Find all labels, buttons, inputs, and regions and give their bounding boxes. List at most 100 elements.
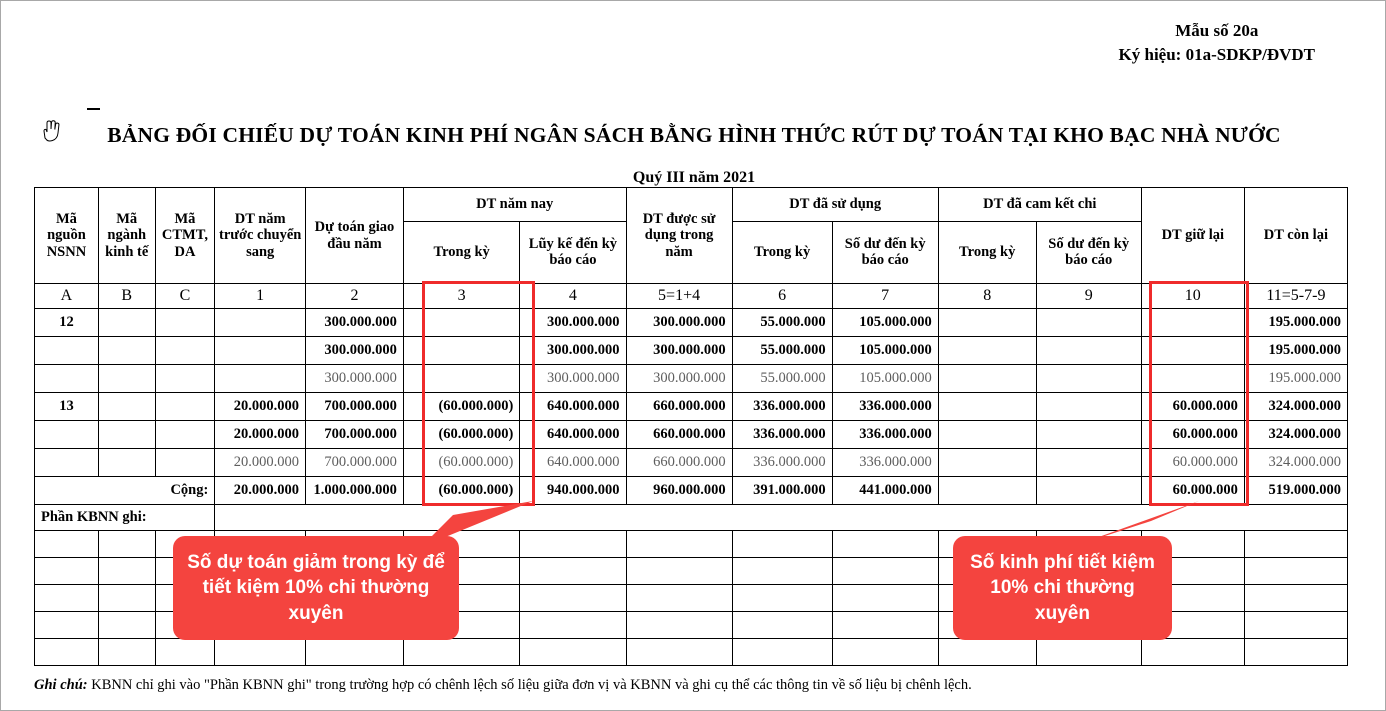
cell-ma-nguon-nsnn: 13 (34, 392, 99, 421)
kbnn-blank-cell[interactable] (731, 530, 833, 558)
table-cell (1035, 308, 1142, 337)
kbnn-blank-cell[interactable] (831, 611, 939, 639)
table-cell: 700.000.000 (305, 420, 404, 449)
total-cell (1035, 476, 1142, 505)
kbnn-blank-cell[interactable] (1243, 530, 1349, 558)
kbnn-blank-cell[interactable] (97, 638, 156, 666)
table-cell (97, 392, 156, 421)
form-code-block: Mẫu số 20a Ký hiệu: 01a-SDKP/ĐVDT (1119, 19, 1315, 67)
kbnn-blank-cell[interactable] (97, 530, 156, 558)
table-cell (97, 420, 156, 449)
kbnn-blank-cell[interactable] (731, 584, 833, 612)
total-cell: 519.000.000 (1243, 476, 1349, 505)
column-number-cell: A (34, 283, 99, 309)
document-subtitle: Quý III năm 2021 (632, 169, 756, 186)
kbnn-blank-cell[interactable] (34, 557, 99, 585)
table-cell: (60.000.000) (402, 420, 521, 449)
header-ma-nguon-nsnn: Mã nguồn NSNN (34, 187, 99, 284)
stray-dash-artifact (87, 108, 100, 110)
kbnn-blank-cell[interactable] (937, 638, 1037, 666)
table-cell: 300.000.000 (305, 336, 404, 365)
kbnn-blank-cell[interactable] (625, 638, 733, 666)
kbnn-blank-cell[interactable] (1243, 638, 1349, 666)
table-cell: 336.000.000 (731, 420, 833, 449)
kbnn-blank-cell[interactable] (625, 557, 733, 585)
form-symbol: Ký hiệu: 01a-SDKP/ĐVDT (1118, 45, 1315, 65)
kbnn-blank-cell[interactable] (1243, 584, 1349, 612)
kbnn-blank-cell[interactable] (519, 530, 627, 558)
table-cell: 640.000.000 (519, 420, 627, 449)
table-cell (937, 420, 1037, 449)
table-cell: 300.000.000 (625, 308, 733, 337)
table-cell (214, 308, 307, 337)
form-number: Mẫu số 20a (1175, 21, 1259, 40)
total-row-label: Cộng: (33, 476, 216, 505)
kbnn-blank-cell[interactable] (731, 611, 833, 639)
kbnn-blank-cell[interactable] (519, 611, 627, 639)
kbnn-blank-cell[interactable] (97, 584, 156, 612)
table-cell: 300.000.000 (519, 336, 627, 365)
callout-budget-reduction: Số dự toán giảm trong kỳ để tiết kiệm 10… (173, 536, 459, 640)
table-cell (154, 448, 216, 477)
table-cell: 660.000.000 (625, 420, 733, 449)
kbnn-blank-cell[interactable] (1140, 638, 1245, 666)
table-cell: 300.000.000 (625, 364, 733, 393)
cell-ma-nguon-nsnn (34, 364, 99, 393)
document-title: BẢNG ĐỐI CHIẾU DỰ TOÁN KINH PHÍ NGÂN SÁC… (107, 123, 1281, 147)
kbnn-blank-cell[interactable] (34, 584, 99, 612)
table-cell (154, 364, 216, 393)
kbnn-blank-cell[interactable] (34, 530, 99, 558)
kbnn-blank-row[interactable] (34, 638, 1349, 666)
kbnn-blank-cell[interactable] (97, 611, 156, 639)
footnote: Ghi chú: KBNN chỉ ghi vào "Phần KBNN ghi… (34, 677, 1354, 694)
column-number-cell: 6 (731, 283, 833, 309)
kbnn-blank-cell[interactable] (214, 638, 307, 666)
table-cell: 336.000.000 (731, 392, 833, 421)
kbnn-blank-cell[interactable] (731, 557, 833, 585)
total-cell: 960.000.000 (625, 476, 733, 505)
kbnn-blank-cell[interactable] (625, 584, 733, 612)
column-number-row: A B C 1 2 3 4 5=1+4 6 7 8 9 10 11=5-7-9 (34, 283, 1349, 309)
header-dt-nam-nay-trong-ky: Trong kỳ (402, 220, 521, 285)
table-cell (214, 364, 307, 393)
kbnn-blank-cell[interactable] (831, 584, 939, 612)
table-cell: 55.000.000 (731, 336, 833, 365)
column-number-cell: 1 (214, 283, 307, 309)
table-cell (97, 336, 156, 365)
table-cell: 300.000.000 (519, 364, 627, 393)
kbnn-blank-cell[interactable] (97, 557, 156, 585)
kbnn-blank-cell[interactable] (305, 638, 404, 666)
kbnn-blank-cell[interactable] (625, 611, 733, 639)
table-header-row-2: Trong kỳ Lũy kế đến kỳ báo cáo Trong kỳ … (35, 220, 1348, 285)
kbnn-blank-cell[interactable] (519, 584, 627, 612)
kbnn-blank-cell[interactable] (831, 638, 939, 666)
cell-ma-nguon-nsnn (34, 336, 99, 365)
table-cell: 20.000.000 (214, 420, 307, 449)
table-cell: 105.000.000 (831, 336, 939, 365)
kbnn-blank-cell[interactable] (625, 530, 733, 558)
total-row: Cộng: 20.000.000 1.000.000.000 (60.000.000)… (33, 476, 1349, 505)
kbnn-blank-cell[interactable] (34, 611, 99, 639)
kbnn-blank-cell[interactable] (519, 557, 627, 585)
header-dt-nam-truoc-chuyen-sang: DT năm trước chuyển sang (214, 187, 307, 284)
kbnn-blank-cell[interactable] (731, 638, 833, 666)
footnote-lead: Ghi chú: (34, 677, 88, 693)
kbnn-blank-cell[interactable] (154, 638, 216, 666)
header-dt-da-cam-ket-chi-trong-ky: Trong kỳ (937, 220, 1037, 285)
column-number-cell: 10 (1140, 283, 1245, 309)
kbnn-blank-cell[interactable] (519, 638, 627, 666)
kbnn-blank-cell[interactable] (34, 638, 99, 666)
column-number-cell: 9 (1035, 283, 1142, 309)
kbnn-blank-cell[interactable] (831, 557, 939, 585)
kbnn-blank-cell[interactable] (1243, 557, 1349, 585)
table-row: 20.000.000 700.000.000 (60.000.000) 640.000… (34, 420, 1349, 449)
table-cell: 195.000.000 (1243, 336, 1349, 365)
table-cell: 300.000.000 (305, 308, 404, 337)
table-row: 300.000.000 300.000.000 300.000.000 55.000.… (34, 364, 1349, 393)
kbnn-blank-cell[interactable] (1035, 638, 1142, 666)
table-row: 300.000.000 300.000.000 300.000.000 55.000.… (34, 336, 1349, 365)
kbnn-blank-cell[interactable] (831, 530, 939, 558)
kbnn-blank-cell[interactable] (402, 638, 521, 666)
kbnn-blank-cell[interactable] (1243, 611, 1349, 639)
